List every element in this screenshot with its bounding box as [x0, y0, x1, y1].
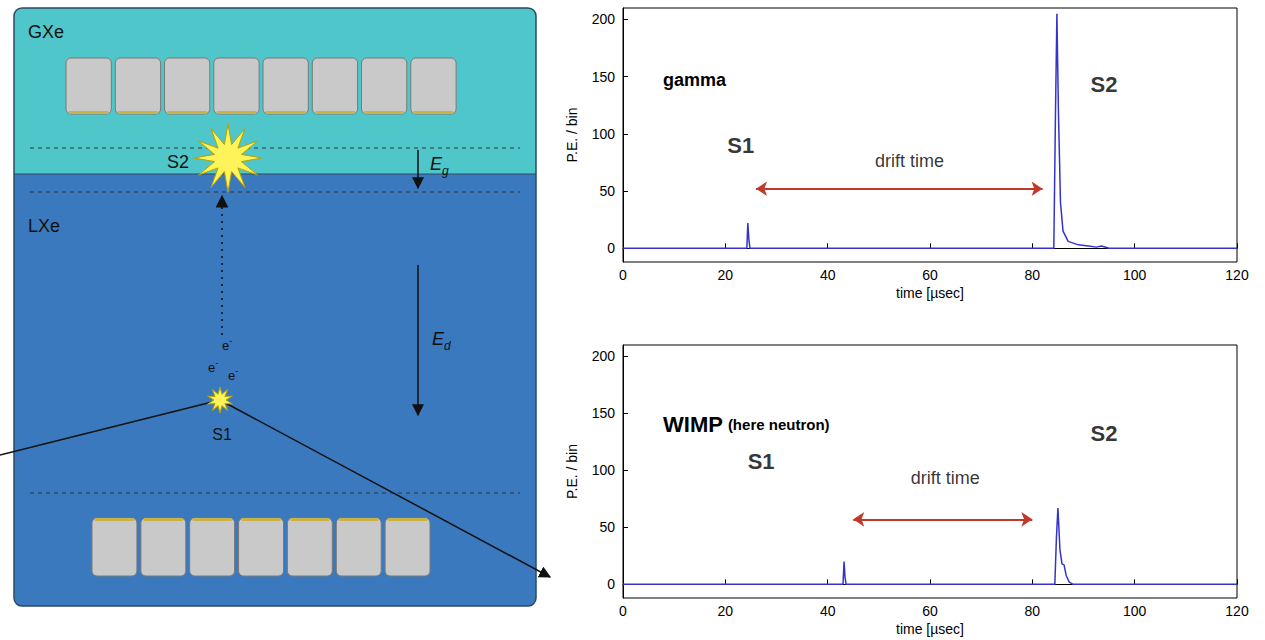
- svg-text:Eg: Eg: [430, 154, 449, 178]
- svg-text:50: 50: [599, 519, 615, 535]
- svg-text:0: 0: [619, 267, 627, 283]
- svg-text:120: 120: [1225, 267, 1249, 283]
- svg-text:0: 0: [607, 576, 615, 592]
- svg-text:Ed: Ed: [432, 329, 451, 353]
- svg-text:60: 60: [922, 603, 938, 619]
- svg-text:S2: S2: [1091, 421, 1118, 446]
- svg-text:40: 40: [820, 603, 836, 619]
- svg-text:S1: S1: [212, 426, 232, 443]
- svg-text:time [µsec]: time [µsec]: [896, 621, 964, 637]
- svg-text:80: 80: [1025, 603, 1041, 619]
- svg-text:100: 100: [1123, 603, 1147, 619]
- svg-text:e-: e-: [222, 336, 232, 353]
- svg-text:0: 0: [607, 240, 615, 256]
- svg-text:S2: S2: [1091, 72, 1118, 97]
- svg-text:200: 200: [592, 11, 616, 27]
- svg-text:200: 200: [592, 348, 616, 364]
- svg-text:(here neutron): (here neutron): [728, 416, 830, 433]
- svg-text:150: 150: [592, 405, 616, 421]
- svg-text:100: 100: [592, 126, 616, 142]
- svg-text:100: 100: [592, 462, 616, 478]
- svg-text:S1: S1: [727, 133, 754, 158]
- svg-text:50: 50: [599, 183, 615, 199]
- svg-text:gamma: gamma: [663, 70, 727, 90]
- svg-text:S1: S1: [748, 449, 775, 474]
- svg-text:120: 120: [1225, 603, 1249, 619]
- svg-text:P.E. / bin: P.E. / bin: [564, 444, 580, 499]
- svg-text:drift time: drift time: [911, 468, 980, 488]
- svg-text:e-: e-: [208, 358, 218, 375]
- svg-text:WIMP: WIMP: [663, 412, 723, 437]
- svg-text:80: 80: [1025, 267, 1041, 283]
- svg-text:0: 0: [619, 603, 627, 619]
- svg-text:40: 40: [820, 267, 836, 283]
- svg-text:LXe: LXe: [28, 216, 60, 236]
- svg-text:S2: S2: [167, 152, 189, 172]
- svg-text:e-: e-: [228, 366, 238, 383]
- svg-text:time [µsec]: time [µsec]: [896, 285, 964, 301]
- svg-text:150: 150: [592, 69, 616, 85]
- svg-text:60: 60: [922, 267, 938, 283]
- svg-text:P.E. / bin: P.E. / bin: [564, 107, 580, 162]
- svg-text:drift time: drift time: [875, 151, 944, 171]
- svg-text:GXe: GXe: [28, 22, 64, 42]
- svg-text:20: 20: [718, 267, 734, 283]
- svg-text:100: 100: [1123, 267, 1147, 283]
- svg-text:20: 20: [718, 603, 734, 619]
